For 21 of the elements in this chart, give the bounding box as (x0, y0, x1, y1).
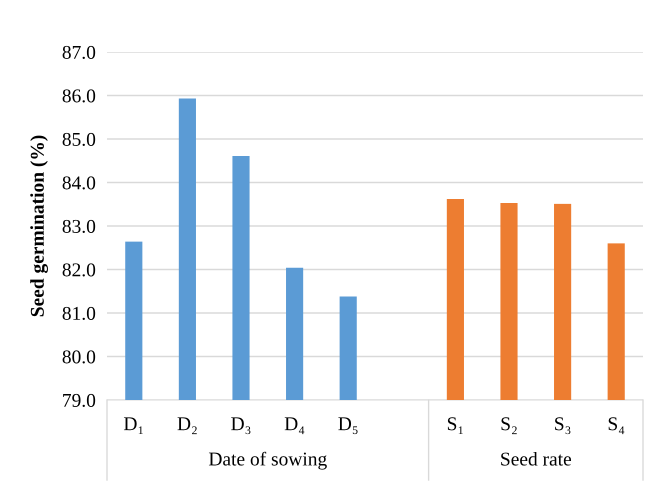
x-tick-label: D₂ (178, 417, 197, 434)
y-tick-label: 80.0 (62, 350, 96, 364)
y-tick-label: 81.0 (62, 306, 96, 320)
x-tick-label: D₄ (284, 417, 304, 434)
x-tick-label: D₅ (338, 417, 358, 434)
y-tick-label: 83.0 (62, 220, 96, 234)
x-tick-label: D₁ (124, 417, 143, 434)
y-tick-label: 86.0 (62, 89, 96, 103)
y-axis-title: Seed germination (%) (30, 136, 48, 316)
x-tick-label: D₃ (231, 417, 250, 434)
y-tick-label: 85.0 (62, 132, 96, 146)
x-tick-label: S₄ (608, 417, 624, 434)
y-tick-label: 79.0 (63, 394, 96, 408)
y-tick-label: 84.0 (62, 176, 96, 190)
y-tick-label: 87.0 (62, 46, 96, 60)
x-tick-label: S₂ (502, 417, 517, 434)
text: Seed rate (501, 452, 572, 466)
x-tick-label: S₃ (555, 417, 570, 434)
text: Date of sowing (208, 452, 327, 470)
y-tick-label: 82.0 (62, 263, 96, 277)
x-tick-label: S₁ (448, 417, 463, 434)
